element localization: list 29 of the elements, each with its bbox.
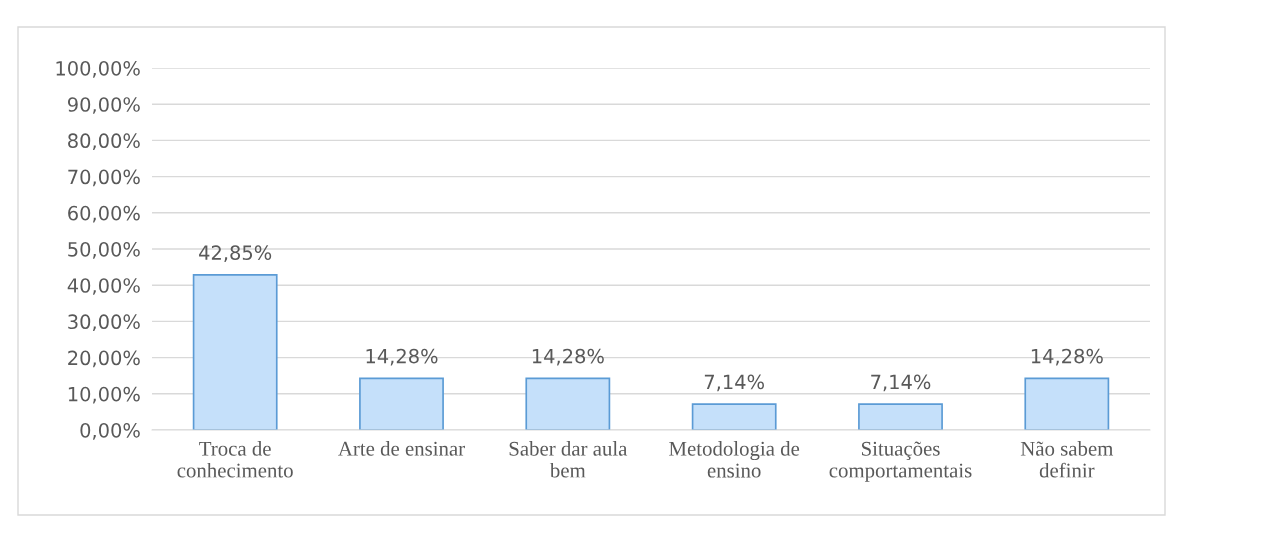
- y-tick-label: 30,00%: [68, 314, 140, 332]
- x-tick-label: Não sabem definir: [1020, 441, 1114, 478]
- y-tick-label: 50,00%: [68, 241, 140, 259]
- bar: [359, 377, 444, 430]
- y-tick-label: 90,00%: [67, 97, 140, 114]
- x-tick-label: Situações comportamentais: [829, 441, 972, 482]
- bar: [858, 403, 943, 430]
- y-tick-label: 80,00%: [68, 133, 140, 151]
- y-tick-label: 0,00%: [80, 422, 140, 440]
- bar: [1024, 377, 1110, 430]
- x-tick-label: Metodologia de ensino: [669, 441, 800, 478]
- x-tick-label: Arte de ensinar: [338, 441, 465, 456]
- y-tick-label: 60,00%: [68, 205, 140, 223]
- y-tick-label: 10,00%: [68, 386, 140, 404]
- data-label: 14,28%: [1031, 348, 1103, 366]
- x-tick-label: Troca de conhecimento: [177, 441, 293, 478]
- data-label: 14,28%: [532, 348, 604, 366]
- x-tick-label: Saber dar aula bem: [509, 441, 628, 478]
- data-label: 7,14%: [871, 374, 931, 392]
- bar: [192, 274, 278, 430]
- bar: [525, 377, 611, 430]
- y-tick-label: 40,00%: [67, 278, 140, 295]
- data-label: 14,28%: [366, 348, 438, 366]
- y-tick-label: 100,00%: [56, 60, 140, 78]
- y-tick-label: 70,00%: [68, 169, 140, 187]
- bar: [691, 403, 777, 430]
- data-label: 42,85%: [199, 245, 272, 262]
- y-tick-label: 20,00%: [68, 350, 140, 368]
- data-label: 7,14%: [704, 374, 764, 392]
